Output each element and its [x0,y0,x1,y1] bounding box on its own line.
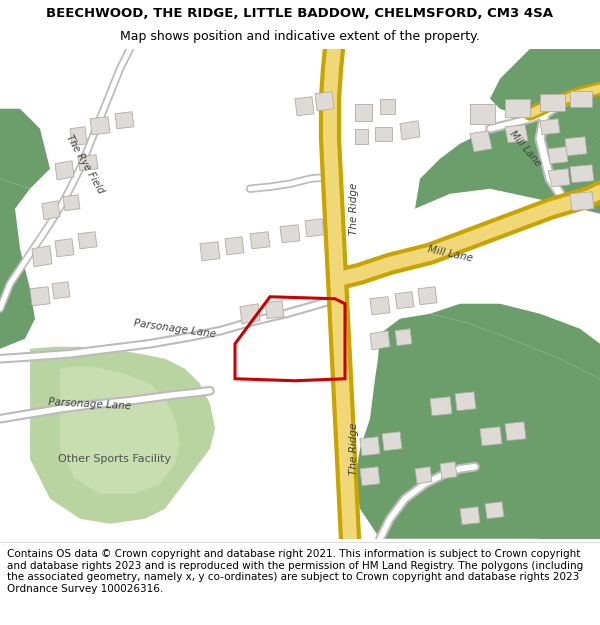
Polygon shape [395,329,412,346]
Polygon shape [395,292,414,309]
Polygon shape [225,237,244,255]
Polygon shape [460,507,480,525]
Polygon shape [540,119,560,135]
Polygon shape [485,502,504,519]
Text: The Ridge: The Ridge [349,182,359,235]
Text: Parsonage Lane: Parsonage Lane [133,318,217,339]
Text: The Rye Field: The Rye Field [64,132,106,195]
Polygon shape [355,129,368,144]
Polygon shape [415,467,432,484]
Polygon shape [570,91,592,107]
Polygon shape [0,179,35,349]
Polygon shape [305,219,324,237]
Polygon shape [548,169,570,187]
Polygon shape [55,239,74,257]
Polygon shape [30,347,215,524]
Text: BEECHWOOD, THE RIDGE, LITTLE BADDOW, CHELMSFORD, CM3 4SA: BEECHWOOD, THE RIDGE, LITTLE BADDOW, CHE… [47,7,554,19]
Polygon shape [315,92,334,111]
Polygon shape [70,127,87,146]
Polygon shape [400,121,420,140]
Polygon shape [505,99,530,117]
Polygon shape [240,304,260,324]
Text: Map shows position and indicative extent of the property.: Map shows position and indicative extent… [120,30,480,43]
Polygon shape [430,397,452,416]
Polygon shape [570,165,594,182]
Text: Contains OS data © Crown copyright and database right 2021. This information is : Contains OS data © Crown copyright and d… [7,549,583,594]
Polygon shape [505,422,526,441]
Polygon shape [382,432,402,451]
Polygon shape [480,434,600,539]
Polygon shape [370,331,390,350]
Polygon shape [490,49,600,139]
Polygon shape [375,127,392,141]
Polygon shape [370,297,390,315]
Polygon shape [355,104,372,121]
Polygon shape [360,467,380,486]
Polygon shape [355,314,600,539]
Polygon shape [380,99,395,114]
Polygon shape [115,112,134,129]
Polygon shape [55,161,74,180]
Polygon shape [418,287,437,305]
Polygon shape [280,225,300,242]
Polygon shape [470,131,492,152]
Polygon shape [570,192,594,211]
Polygon shape [565,137,587,156]
Polygon shape [548,147,568,164]
Text: The Ridge: The Ridge [349,422,359,475]
Text: Other Sports Facility: Other Sports Facility [58,454,172,464]
Polygon shape [430,304,600,379]
Polygon shape [200,242,220,261]
Polygon shape [78,155,98,171]
Polygon shape [32,246,52,267]
Polygon shape [295,97,314,116]
Text: Parsonage Lane: Parsonage Lane [48,397,132,411]
Text: Mill Lane: Mill Lane [427,244,473,263]
Polygon shape [455,392,476,411]
Polygon shape [30,287,50,306]
Polygon shape [0,109,50,189]
Polygon shape [90,117,110,135]
Polygon shape [540,94,565,111]
Polygon shape [60,367,180,494]
Polygon shape [250,232,270,249]
Polygon shape [78,232,97,249]
Polygon shape [480,427,502,446]
Polygon shape [415,119,600,214]
Polygon shape [440,462,457,479]
Polygon shape [470,104,495,124]
Polygon shape [265,301,284,319]
Polygon shape [42,201,60,220]
Polygon shape [63,195,80,211]
Polygon shape [52,282,70,299]
Polygon shape [505,125,528,142]
Polygon shape [360,437,380,456]
Text: Mill Lane: Mill Lane [507,129,543,169]
